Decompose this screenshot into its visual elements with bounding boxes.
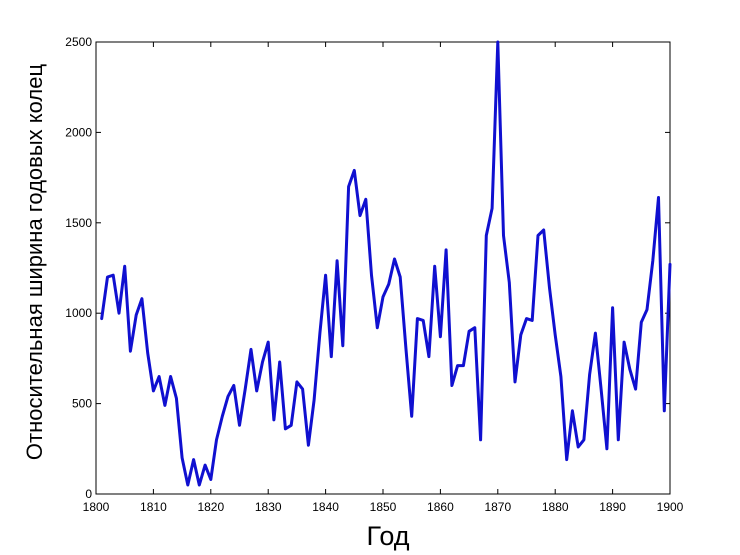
x-tick-label: 1800: [83, 500, 110, 514]
y-axis-title: Относительная ширина годовых колец: [22, 64, 47, 461]
y-tick-label: 1000: [65, 306, 92, 320]
x-tick-labels: 1800 1810 1820 1830 1840 1850 1860 1870 1880 1890…: [83, 500, 684, 514]
x-tick-label: 1900: [657, 500, 684, 514]
y-tick-label: 2000: [65, 125, 92, 139]
x-tick-label: 1860: [427, 500, 454, 514]
y-tick-label: 0: [85, 487, 92, 501]
x-tick-label: 1890: [599, 500, 626, 514]
x-tick-label: 1880: [542, 500, 569, 514]
y-tick-label: 500: [72, 397, 92, 411]
x-tick-label: 1820: [197, 500, 224, 514]
x-tick-label: 1840: [312, 500, 339, 514]
x-tick-label: 1810: [140, 500, 167, 514]
x-tick-label: 1870: [484, 500, 511, 514]
axis-ticks: [95, 41, 671, 495]
x-axis-title: Год: [367, 521, 410, 551]
y-tick-labels: 0 500 1000 1500 2000 2500: [65, 35, 92, 501]
x-tick-label: 1830: [255, 500, 282, 514]
series-line: [100, 40, 672, 487]
x-tick-label: 1850: [370, 500, 397, 514]
y-tick-label: 1500: [65, 216, 92, 230]
y-tick-label: 2500: [65, 35, 92, 49]
